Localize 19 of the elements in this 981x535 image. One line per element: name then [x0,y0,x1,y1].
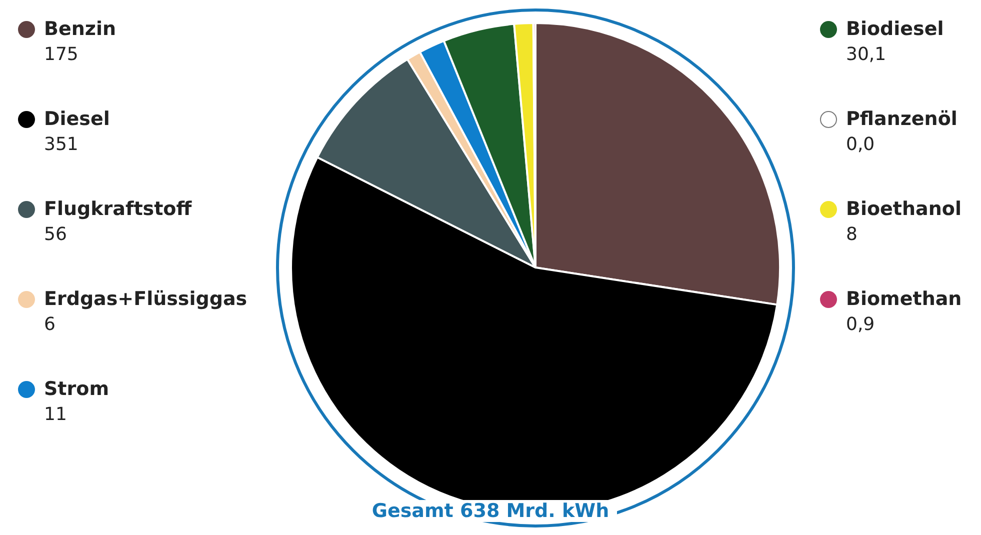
legend-label: Pflanzenöl [846,108,958,130]
legend-label: Bioethanol [846,198,962,220]
legend-label: Flugkraftstoff [44,198,192,220]
legend-label: Biodiesel [846,18,944,40]
data-label: 6 [44,314,56,335]
legend-label: Strom [44,378,109,400]
data-label: 8 [846,224,858,245]
data-label: 351 [44,134,80,155]
data-label: 175 [44,44,80,65]
legend-label: Benzin [44,18,116,40]
text: 0,0 [846,134,875,155]
data-label: 56 [44,224,68,245]
data-label: 11 [44,404,68,425]
legend-label: Biomethan [846,288,962,310]
text: Gesamt 638 Mrd. kWh [364,500,618,522]
legend-label: Diesel [44,108,110,130]
legend-label: Erdgas+Flüssiggas [44,288,248,310]
data-label: 30,1 [846,44,888,65]
data-label: 0,9 [846,314,876,335]
